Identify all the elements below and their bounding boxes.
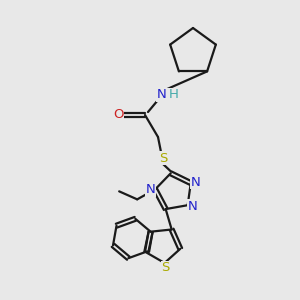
Text: O: O: [113, 109, 123, 122]
Text: N: N: [188, 200, 197, 213]
Text: N: N: [157, 88, 167, 101]
Text: H: H: [169, 88, 179, 101]
Text: S: S: [161, 262, 170, 275]
Text: N: N: [145, 183, 155, 196]
Text: S: S: [159, 152, 167, 164]
Text: N: N: [191, 176, 201, 189]
